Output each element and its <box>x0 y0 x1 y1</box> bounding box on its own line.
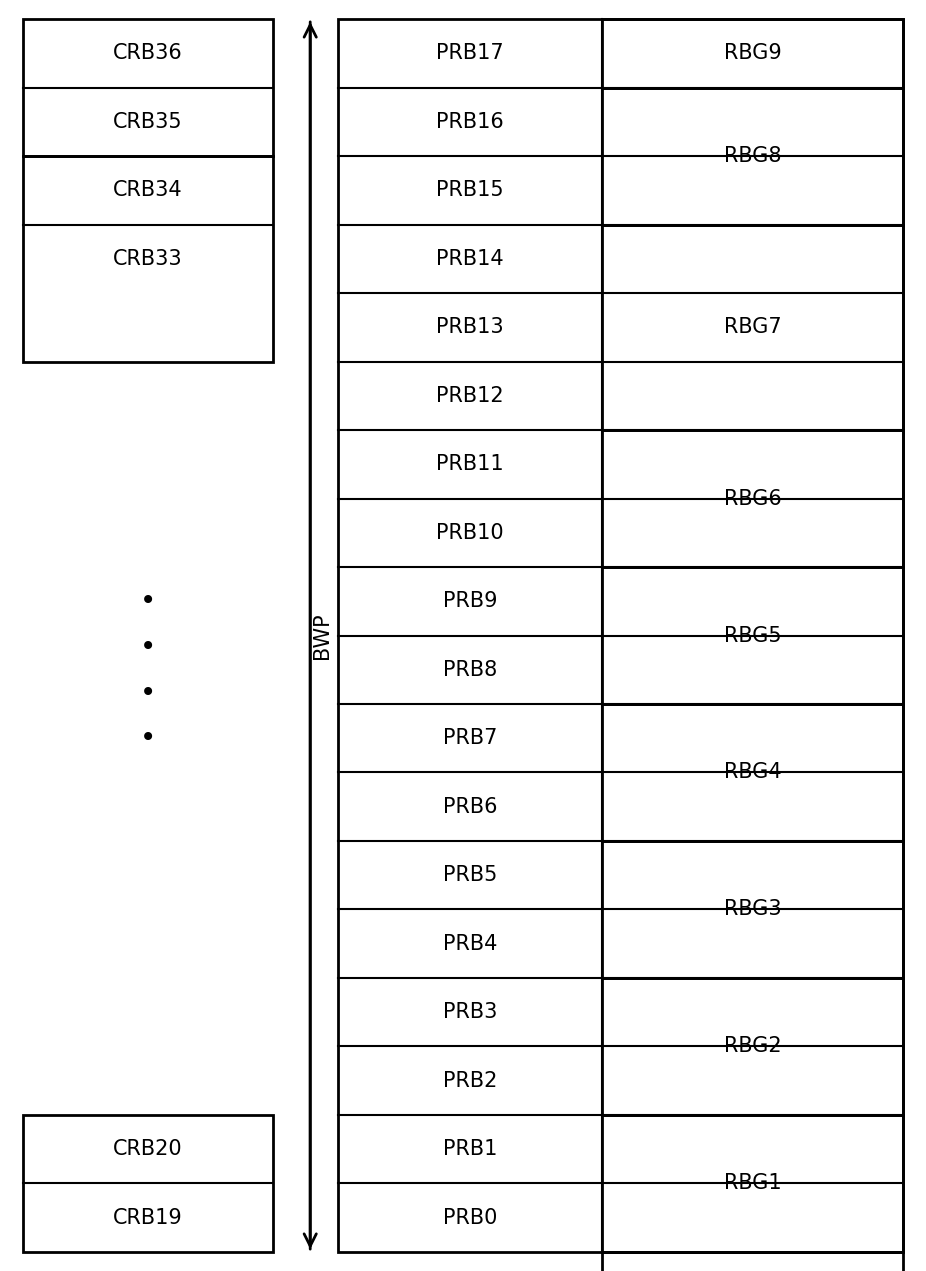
Text: RBG7: RBG7 <box>723 318 782 337</box>
Text: RBG8: RBG8 <box>723 146 782 167</box>
Text: RBG4: RBG4 <box>723 763 782 783</box>
Text: PRB14: PRB14 <box>436 249 504 268</box>
Text: CRB19: CRB19 <box>113 1207 183 1228</box>
Text: RBG5: RBG5 <box>723 625 782 646</box>
Text: •
•
•
•: • • • • <box>140 587 156 752</box>
Text: RBG3: RBG3 <box>723 900 782 919</box>
Text: PRB5: PRB5 <box>443 866 497 885</box>
Text: PRB2: PRB2 <box>443 1070 497 1091</box>
Text: PRB0: PRB0 <box>443 1207 497 1228</box>
Text: CRB33: CRB33 <box>113 249 183 268</box>
Text: CRB36: CRB36 <box>113 43 183 64</box>
Text: PRB12: PRB12 <box>436 386 504 405</box>
Text: PRB3: PRB3 <box>443 1003 497 1022</box>
Text: PRB17: PRB17 <box>436 43 504 64</box>
Text: PRB15: PRB15 <box>436 180 504 201</box>
Text: PRB4: PRB4 <box>443 934 497 953</box>
Text: RBG2: RBG2 <box>723 1036 782 1056</box>
Text: PRB6: PRB6 <box>443 797 497 817</box>
Text: PRB1: PRB1 <box>443 1139 497 1159</box>
Text: PRB10: PRB10 <box>436 522 504 543</box>
Text: PRB16: PRB16 <box>436 112 504 132</box>
Text: RBG9: RBG9 <box>723 43 782 64</box>
Text: CRB34: CRB34 <box>113 180 183 201</box>
Text: PRB13: PRB13 <box>436 318 504 337</box>
Text: PRB9: PRB9 <box>443 591 497 611</box>
Text: PRB7: PRB7 <box>443 728 497 749</box>
Text: PRB8: PRB8 <box>443 660 497 680</box>
Text: CRB20: CRB20 <box>113 1139 183 1159</box>
Text: BWP: BWP <box>312 613 332 658</box>
Text: RBG6: RBG6 <box>723 488 782 508</box>
Text: PRB11: PRB11 <box>436 454 504 474</box>
Text: RBG1: RBG1 <box>723 1173 782 1193</box>
Text: CRB35: CRB35 <box>113 112 183 132</box>
